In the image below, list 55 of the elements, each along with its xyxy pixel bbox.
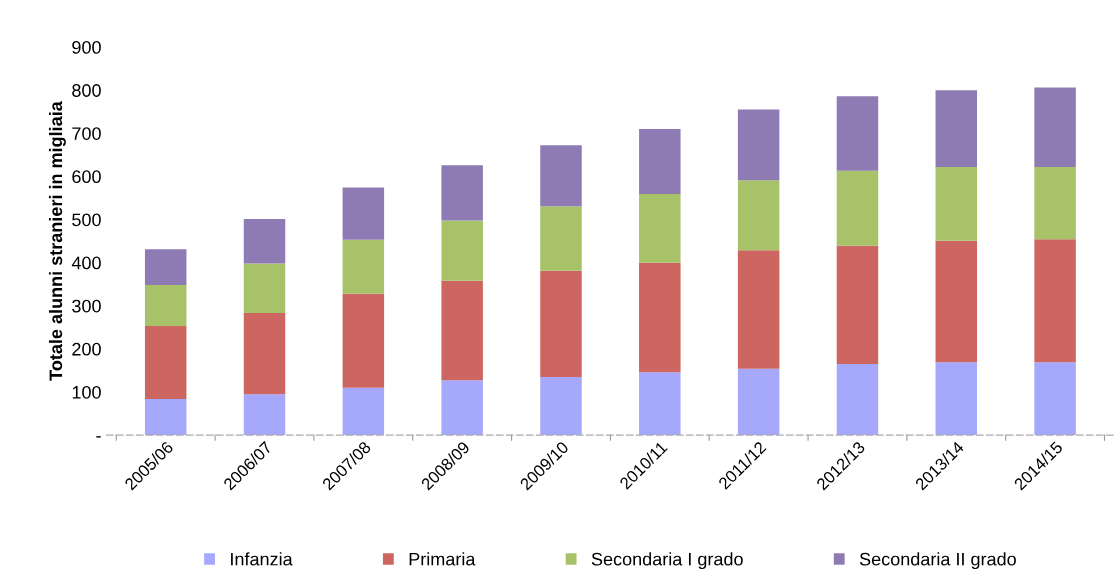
legend-label: Secondaria II grado bbox=[859, 552, 1016, 570]
bar bbox=[639, 372, 681, 436]
y-tick-label: 800 bbox=[72, 84, 101, 97]
bar bbox=[243, 219, 286, 264]
bar bbox=[639, 194, 681, 263]
bar bbox=[836, 245, 879, 364]
y-tick-label: 500 bbox=[72, 213, 101, 227]
bar bbox=[737, 109, 780, 181]
bar bbox=[737, 368, 780, 436]
bar bbox=[639, 262, 681, 373]
bar bbox=[243, 394, 286, 436]
bar bbox=[342, 187, 385, 240]
bar bbox=[243, 313, 286, 395]
bar bbox=[1034, 166, 1076, 240]
bar bbox=[441, 220, 483, 281]
bar bbox=[342, 387, 385, 436]
bar bbox=[737, 250, 780, 369]
bar bbox=[144, 249, 187, 286]
bar bbox=[441, 280, 483, 381]
legend-label: Primaria bbox=[409, 552, 476, 566]
y-axis-title: Totale alunni stranieri in migliaia bbox=[48, 101, 66, 381]
bar bbox=[1034, 87, 1076, 167]
bar bbox=[836, 363, 879, 436]
bar bbox=[441, 165, 483, 221]
y-tick-label: 700 bbox=[72, 127, 101, 140]
y-tick-label: 300 bbox=[72, 299, 101, 313]
bar bbox=[540, 270, 582, 377]
bar bbox=[935, 166, 978, 241]
bar bbox=[836, 96, 879, 171]
bar bbox=[540, 206, 582, 271]
bar bbox=[144, 326, 187, 399]
bar bbox=[1034, 239, 1076, 363]
bar bbox=[342, 293, 385, 388]
bar bbox=[441, 380, 483, 436]
y-tick-label: - bbox=[96, 436, 101, 438]
bar bbox=[243, 263, 286, 314]
y-tick-label: 200 bbox=[72, 342, 101, 356]
bar bbox=[935, 90, 978, 167]
bar bbox=[144, 398, 187, 436]
bar bbox=[342, 239, 385, 294]
y-tick-label: 100 bbox=[72, 385, 101, 399]
bar bbox=[144, 285, 187, 327]
legend-label: Infanzia bbox=[231, 552, 293, 566]
bar bbox=[540, 145, 582, 207]
y-tick-label: 400 bbox=[71, 256, 101, 270]
bar bbox=[935, 362, 978, 436]
bar bbox=[639, 128, 681, 195]
bar bbox=[540, 376, 582, 436]
y-tick-label: 900 bbox=[72, 40, 101, 54]
y-tick-label: 600 bbox=[72, 170, 101, 184]
legend-label: Secondaria I grado bbox=[591, 552, 743, 570]
bar bbox=[836, 170, 879, 246]
bar bbox=[1034, 362, 1076, 436]
bar bbox=[737, 180, 780, 251]
bar bbox=[935, 240, 978, 363]
